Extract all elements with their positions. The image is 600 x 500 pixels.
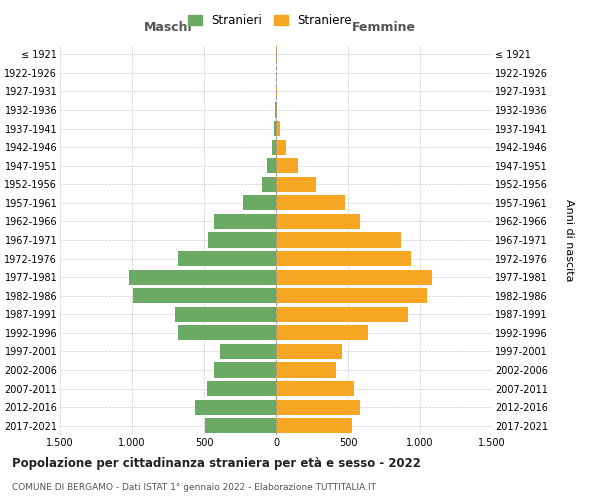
Text: COMUNE DI BERGAMO - Dati ISTAT 1° gennaio 2022 - Elaborazione TUTTITALIA.IT: COMUNE DI BERGAMO - Dati ISTAT 1° gennai… xyxy=(12,482,376,492)
Bar xyxy=(276,232,401,248)
Bar xyxy=(196,400,276,415)
Bar xyxy=(178,251,276,266)
Bar xyxy=(276,176,316,192)
Bar xyxy=(262,176,276,192)
Bar xyxy=(276,288,427,304)
Y-axis label: Anni di nascita: Anni di nascita xyxy=(565,198,574,281)
Text: Femmine: Femmine xyxy=(352,21,416,34)
Bar xyxy=(275,102,276,118)
Bar xyxy=(214,362,276,378)
Bar xyxy=(276,102,277,118)
Bar xyxy=(133,288,276,304)
Bar xyxy=(276,140,286,155)
Bar xyxy=(274,121,276,136)
Bar xyxy=(276,84,277,99)
Bar xyxy=(276,381,354,396)
Legend: Stranieri, Straniere: Stranieri, Straniere xyxy=(184,11,356,31)
Bar xyxy=(276,195,345,210)
Bar xyxy=(276,325,368,340)
Bar xyxy=(276,158,298,174)
Bar xyxy=(175,306,276,322)
Bar xyxy=(220,344,276,359)
Bar xyxy=(276,270,431,285)
Bar xyxy=(129,270,276,285)
Bar xyxy=(243,195,276,210)
Bar xyxy=(214,214,276,229)
Bar xyxy=(276,344,342,359)
Bar xyxy=(276,362,337,378)
Bar xyxy=(268,158,276,174)
Bar xyxy=(207,381,276,396)
Bar xyxy=(276,418,352,434)
Text: Maschi: Maschi xyxy=(143,21,193,34)
Bar xyxy=(205,418,276,434)
Bar xyxy=(276,306,409,322)
Bar xyxy=(208,232,276,248)
Bar xyxy=(276,214,359,229)
Bar xyxy=(178,325,276,340)
Bar xyxy=(276,251,412,266)
Bar xyxy=(272,140,276,155)
Text: Popolazione per cittadinanza straniera per età e sesso - 2022: Popolazione per cittadinanza straniera p… xyxy=(12,458,421,470)
Bar xyxy=(276,121,280,136)
Bar xyxy=(276,400,359,415)
